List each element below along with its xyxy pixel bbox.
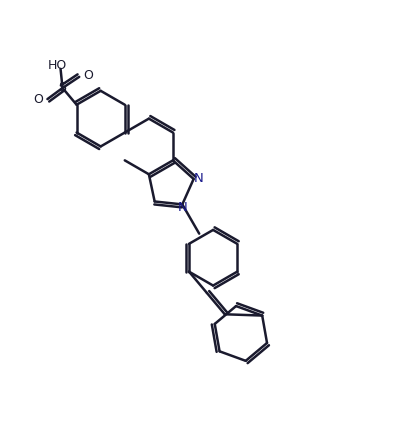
Text: N: N (178, 201, 187, 214)
Text: HO: HO (47, 59, 67, 72)
Text: O: O (34, 93, 43, 106)
Text: O: O (83, 69, 93, 82)
Text: S: S (59, 82, 67, 95)
Text: N: N (194, 172, 204, 185)
